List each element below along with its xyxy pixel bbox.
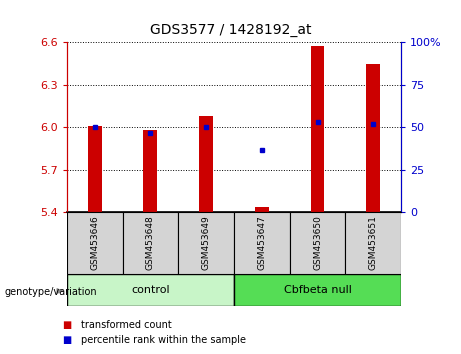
Text: ■: ■ xyxy=(62,320,71,330)
Text: percentile rank within the sample: percentile rank within the sample xyxy=(81,335,246,345)
Bar xyxy=(178,212,234,274)
Text: ■: ■ xyxy=(62,335,71,345)
Bar xyxy=(67,212,123,274)
Bar xyxy=(123,212,178,274)
Text: GDS3577 / 1428192_at: GDS3577 / 1428192_at xyxy=(150,23,311,37)
Bar xyxy=(311,46,325,212)
Text: GSM453650: GSM453650 xyxy=(313,215,322,270)
Text: GSM453646: GSM453646 xyxy=(90,215,99,269)
Bar xyxy=(143,130,157,212)
Bar xyxy=(234,212,290,274)
Bar xyxy=(199,116,213,212)
Text: transformed count: transformed count xyxy=(81,320,171,330)
Text: Cbfbeta null: Cbfbeta null xyxy=(284,285,351,295)
Bar xyxy=(67,274,234,306)
Bar xyxy=(345,212,401,274)
Bar xyxy=(88,126,102,212)
Bar xyxy=(366,64,380,212)
Text: control: control xyxy=(131,285,170,295)
Text: GSM453648: GSM453648 xyxy=(146,215,155,269)
Bar xyxy=(234,274,401,306)
Bar xyxy=(290,212,345,274)
Text: GSM453651: GSM453651 xyxy=(369,215,378,270)
Text: GSM453647: GSM453647 xyxy=(257,215,266,269)
Text: genotype/variation: genotype/variation xyxy=(5,287,97,297)
Bar xyxy=(255,207,269,212)
Text: GSM453649: GSM453649 xyxy=(201,215,211,269)
